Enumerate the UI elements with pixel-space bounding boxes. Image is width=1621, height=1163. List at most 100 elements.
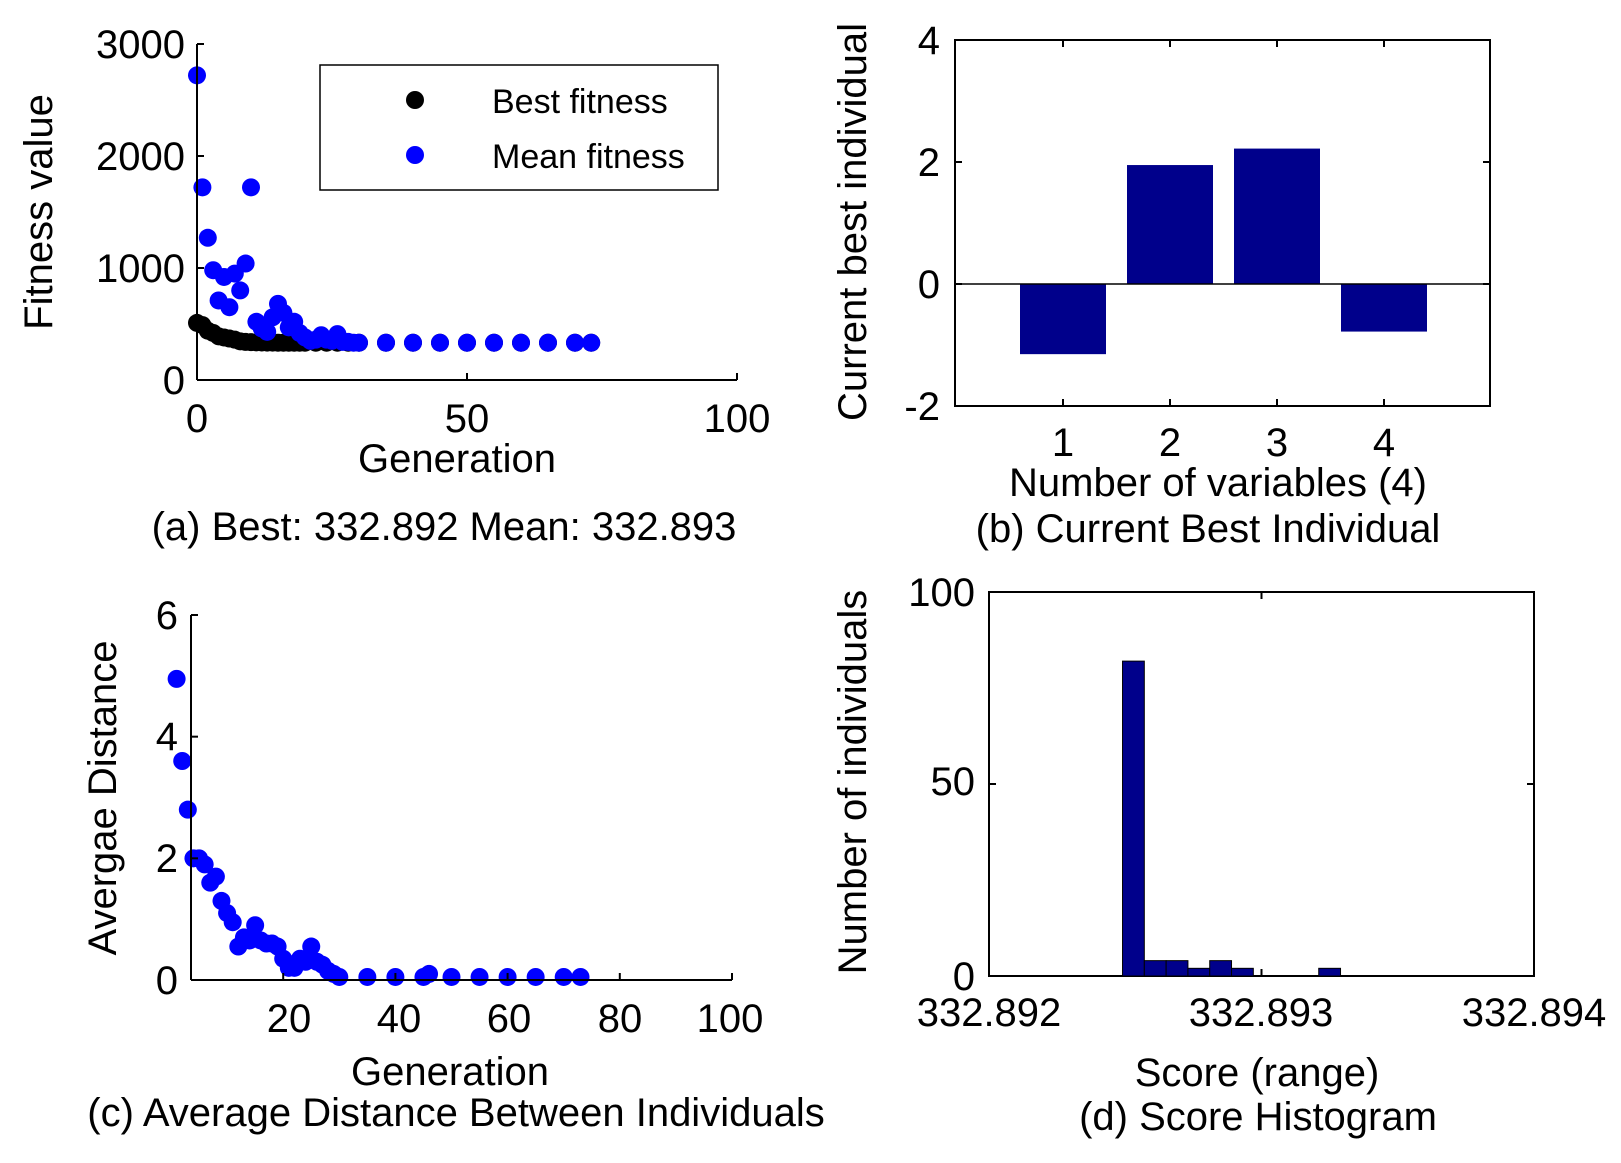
panel-d-caption: (d) Score Histogram xyxy=(1079,1095,1437,1139)
panel-d-ylabel: Number of individuals xyxy=(831,590,875,975)
panel-a-legend: Best fitness Mean fitness xyxy=(319,64,719,191)
panel-c-marks xyxy=(167,669,590,986)
panel-a-ytick-0: 0 xyxy=(163,359,185,403)
panel-b-best-individual: 4 2 0 -2 1 2 3 4 Number of variables (4)… xyxy=(831,19,1491,551)
distance-point-37 xyxy=(526,967,545,986)
panel-d-marks xyxy=(1122,660,1342,977)
panel-c-xtick-80: 80 xyxy=(598,997,643,1041)
panel-b-bar-3 xyxy=(1234,148,1320,284)
panel-b-marks xyxy=(955,148,1490,355)
panel-b-ylabel: Current best individual xyxy=(831,23,875,421)
panel-a-caption: (a) Best: 332.892 Mean: 332.893 xyxy=(152,505,737,549)
distance-point-30 xyxy=(358,967,377,986)
panel-b-xlabel: Number of variables (4) xyxy=(1009,461,1427,505)
mean-fitness-point-31 xyxy=(377,333,395,352)
distance-point-2 xyxy=(178,800,197,819)
mean-fitness-point-34 xyxy=(458,333,476,352)
mean-fitness-point-2 xyxy=(198,228,217,247)
panel-b-xtick-3: 3 xyxy=(1266,421,1288,465)
distance-point-38 xyxy=(554,967,573,986)
panel-d-frame xyxy=(988,591,1535,977)
distance-point-14 xyxy=(246,916,265,935)
panel-a-ytick-2000: 2000 xyxy=(96,135,185,179)
mean-fitness-point-33 xyxy=(431,333,449,352)
panel-b-xtick-2: 2 xyxy=(1159,421,1181,465)
mean-fitness-point-32 xyxy=(404,333,422,352)
histogram-bin-4 xyxy=(1209,960,1233,977)
panel-b-frame xyxy=(954,39,1491,407)
histogram-bin-0 xyxy=(1122,660,1145,977)
mean-fitness-point-39 xyxy=(582,333,601,352)
panel-c-ytick-0: 0 xyxy=(156,959,178,1003)
distance-point-33 xyxy=(420,964,439,983)
panel-c-xtick-60: 60 xyxy=(487,997,532,1041)
panel-c-ytick-2: 2 xyxy=(156,837,178,881)
distance-point-10 xyxy=(223,913,242,932)
panel-b-bar-2 xyxy=(1127,165,1213,284)
distance-point-35 xyxy=(470,967,489,986)
panel-d-score-histogram: 100 50 0 332.892 332.893 332.894 Score (… xyxy=(831,571,1606,1139)
panel-d-xtick-332892: 332.892 xyxy=(917,991,1062,1035)
panel-d-xlabel: Score (range) xyxy=(1135,1051,1380,1095)
panel-b-ytick-4: 4 xyxy=(918,19,940,63)
mean-fitness-point-37 xyxy=(539,333,557,352)
distance-point-0 xyxy=(167,669,186,688)
distance-point-29 xyxy=(330,967,349,986)
distance-point-24 xyxy=(302,937,321,956)
mean-fitness-point-30 xyxy=(350,333,368,352)
panel-c-xlabel: Generation xyxy=(351,1050,549,1094)
legend-label-best: Best fitness xyxy=(492,83,668,121)
mean-fitness-point-9 xyxy=(236,254,255,273)
panel-b-ytick-neg2: -2 xyxy=(904,385,940,429)
legend-box xyxy=(319,64,719,191)
legend-label-mean: Mean fitness xyxy=(492,138,685,176)
mean-fitness-point-35 xyxy=(485,333,503,352)
distance-point-7 xyxy=(206,867,225,886)
panel-a-xtick-100: 100 xyxy=(704,397,771,441)
panel-d-xtick-332894: 332.894 xyxy=(1462,991,1607,1035)
panel-a-ytick-1000: 1000 xyxy=(96,247,185,291)
panel-c-average-distance: 20 40 60 80 100 0 2 4 6 Generation Averg… xyxy=(81,594,825,1135)
histogram-bin-3 xyxy=(1187,967,1211,977)
mean-fitness-point-38 xyxy=(566,333,584,352)
panel-d-xtick-332893: 332.893 xyxy=(1189,991,1334,1035)
distance-point-34 xyxy=(442,967,461,986)
mean-fitness-point-6 xyxy=(220,298,239,317)
panel-c-xtick-20: 20 xyxy=(267,997,312,1041)
panel-a-xtick-0: 0 xyxy=(186,397,208,441)
distance-point-1 xyxy=(173,752,192,770)
mean-fitness-point-10 xyxy=(242,178,260,197)
histogram-bin-6 xyxy=(1318,967,1342,977)
panel-b-bar-1 xyxy=(1020,284,1106,355)
histogram-bin-1 xyxy=(1143,960,1167,977)
panel-d-ytick-0: 0 xyxy=(953,955,975,999)
panel-b-caption: (b) Current Best Individual xyxy=(976,507,1441,551)
panel-a-xtick-50: 50 xyxy=(445,397,490,441)
panel-a-xlabel: Generation xyxy=(358,437,556,481)
panel-a-marks xyxy=(188,66,601,352)
panel-b-xtick-4: 4 xyxy=(1373,421,1395,465)
distance-point-5 xyxy=(195,855,214,874)
histogram-bin-5 xyxy=(1231,967,1254,977)
panel-c-ytick-4: 4 xyxy=(156,715,178,759)
mean-fitness-point-8 xyxy=(231,281,250,300)
mean-fitness-point-13 xyxy=(258,322,277,341)
panel-c-ylabel: Avergae Distance xyxy=(81,641,125,956)
legend-swatch-best xyxy=(406,91,424,109)
panel-c-caption: (c) Average Distance Between Individuals xyxy=(87,1091,824,1135)
panel-c-xtick-40: 40 xyxy=(377,997,422,1041)
distance-point-39 xyxy=(571,967,590,986)
panel-a-ytick-3000: 3000 xyxy=(96,23,185,67)
panel-b-bar-4 xyxy=(1341,284,1427,332)
panel-b-xtick-1: 1 xyxy=(1052,421,1074,465)
mean-fitness-point-36 xyxy=(512,333,530,352)
panel-a-ylabel: Fitness value xyxy=(17,94,61,330)
panel-b-ytick-0: 0 xyxy=(918,263,940,307)
panel-c-ytick-6: 6 xyxy=(156,594,178,638)
panel-c-xtick-100: 100 xyxy=(697,997,764,1041)
histogram-bin-2 xyxy=(1165,960,1189,977)
panel-d-ytick-50: 50 xyxy=(931,760,976,804)
panel-d-ytick-100: 100 xyxy=(908,571,975,615)
legend-swatch-mean xyxy=(406,146,424,164)
